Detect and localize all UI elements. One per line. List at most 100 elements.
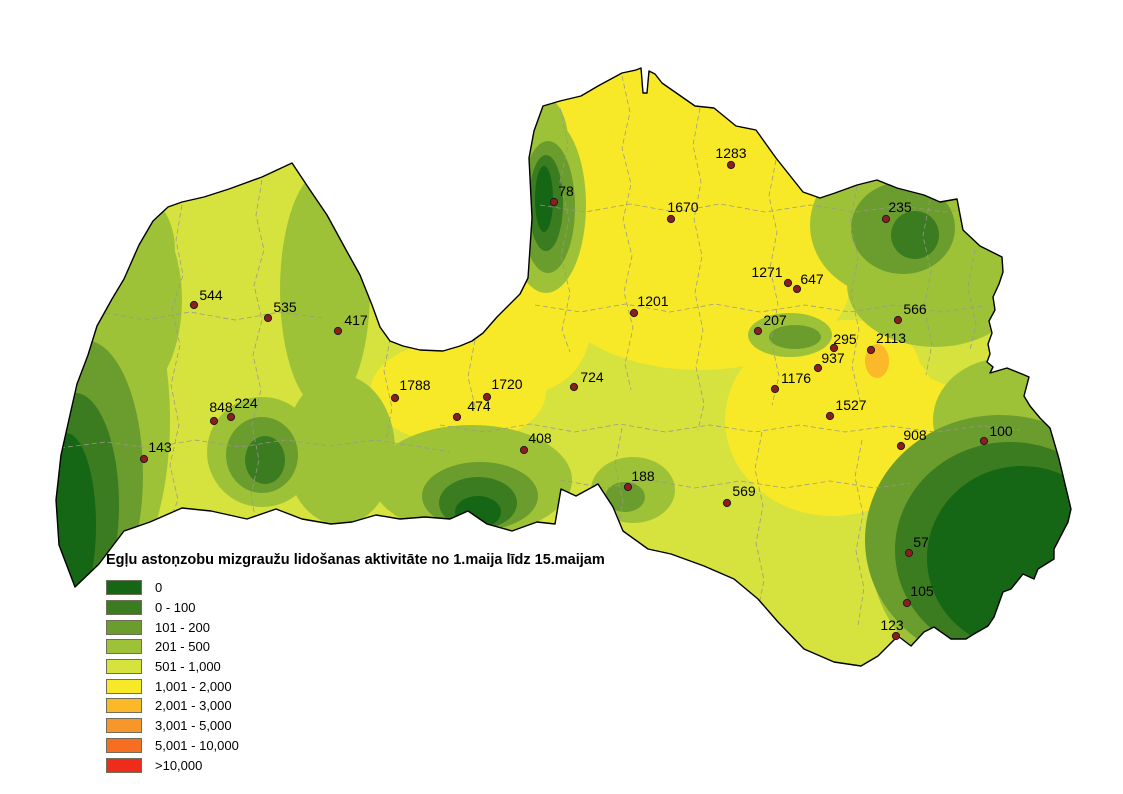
station-value-label: 647: [800, 271, 824, 287]
station-value-label: 937: [821, 350, 845, 366]
station-value-label: 235: [888, 199, 912, 215]
station-value-label: 408: [528, 430, 552, 446]
station-value-label: 1788: [399, 377, 430, 393]
legend-class-label: 0 - 100: [155, 600, 196, 616]
station-value-label: 848: [209, 399, 233, 415]
legend-row: 0 - 100: [106, 598, 605, 618]
station-dot: [623, 482, 633, 492]
legend-row: 0: [106, 578, 605, 598]
station-value-label: 569: [732, 483, 756, 499]
station-value-label: 57: [913, 534, 929, 550]
station-dot: [390, 393, 400, 403]
station-dot: [549, 197, 559, 207]
station-value-label: 535: [273, 299, 297, 315]
station-value-label: 474: [467, 398, 491, 414]
station-dot: [139, 454, 149, 464]
legend-swatch: [106, 659, 142, 675]
legend-rows: 0 0 - 100 101 - 200 201 - 500 501 - 1,000 1,0…: [106, 578, 605, 775]
municipality-boundaries: [57, 75, 1021, 626]
station-dot: [629, 308, 639, 318]
legend-swatch: [106, 600, 142, 616]
legend-swatch: [106, 619, 142, 635]
station-value-label: 1283: [715, 145, 746, 161]
legend-swatch: [106, 757, 142, 773]
station-dot: [881, 214, 891, 224]
legend-row: 101 - 200: [106, 617, 605, 637]
country-outline: [55, 67, 1072, 667]
station-value-label: 1720: [491, 376, 522, 392]
station-dot: [891, 631, 901, 641]
legend-row: 201 - 500: [106, 637, 605, 657]
legend-row: 1,001 - 2,000: [106, 676, 605, 696]
legend-class-label: 1,001 - 2,000: [155, 678, 232, 694]
legend-row: 501 - 1,000: [106, 657, 605, 677]
legend-row: 3,001 - 5,000: [106, 716, 605, 736]
station-value-label: 417: [344, 312, 368, 328]
station-value-label: 105: [910, 583, 934, 599]
map-title: Egļu astoņzobu mizgraužu lidošanas aktiv…: [106, 552, 605, 568]
station-dot: [519, 445, 529, 455]
station-dot: [825, 411, 835, 421]
station-value-label: 566: [903, 301, 927, 317]
station-dot: [482, 392, 492, 402]
legend-swatch: [106, 678, 142, 694]
station-dot: [666, 214, 676, 224]
legend-swatch: [106, 737, 142, 753]
station-dot: [813, 363, 823, 373]
station-dot: [753, 326, 763, 336]
station-dot: [189, 300, 199, 310]
station-dot: [896, 441, 906, 451]
station-dot: [902, 598, 912, 608]
station-dot: [263, 313, 273, 323]
station-dot: [783, 278, 793, 288]
legend-class-label: 101 - 200: [155, 619, 210, 635]
station-value-label: 123: [880, 617, 904, 633]
station-dot: [209, 416, 219, 426]
legend-swatch: [106, 580, 142, 596]
station-dot: [893, 315, 903, 325]
legend-row: >10,000: [106, 755, 605, 775]
legend-class-label: 2,001 - 3,000: [155, 698, 232, 714]
station-value-label: 724: [580, 369, 604, 385]
station-dot: [726, 160, 736, 170]
legend-row: 5,001 - 10,000: [106, 736, 605, 756]
station-value-label: 1201: [637, 293, 668, 309]
legend-swatch: [106, 698, 142, 714]
legend-class-label: 501 - 1,000: [155, 659, 221, 675]
legend-class-label: 0: [155, 580, 163, 596]
station-value-label: 207: [763, 312, 787, 328]
station-value-label: 143: [148, 439, 172, 455]
legend: Egļu astoņzobu mizgraužu lidošanas aktiv…: [106, 552, 605, 775]
station-value-label: 1176: [781, 370, 811, 386]
legend-swatch: [106, 639, 142, 655]
station-value-label: 544: [199, 287, 223, 303]
station-dot: [722, 498, 732, 508]
station-value-label: 224: [234, 395, 258, 411]
station-value-label: 100: [989, 423, 1013, 439]
station-dot: [792, 284, 802, 294]
legend-class-label: 5,001 - 10,000: [155, 737, 239, 753]
station-value-label: 1670: [667, 199, 698, 215]
legend-row: 2,001 - 3,000: [106, 696, 605, 716]
station-dot: [979, 436, 989, 446]
station-value-label: 2113: [876, 330, 906, 346]
station-points-layer: 78 1283 1670 235 1271 647 544 535 417 1201 207 566 2…: [139, 145, 1013, 641]
legend-class-label: 3,001 - 5,000: [155, 718, 232, 734]
station-dot: [829, 343, 839, 353]
station-value-label: 78: [558, 183, 574, 199]
station-dot: [452, 412, 462, 422]
station-value-label: 188: [631, 468, 655, 484]
legend-class-label: 201 - 500: [155, 639, 210, 655]
station-value-label: 1527: [835, 397, 866, 413]
station-dot: [770, 384, 780, 394]
station-dot: [226, 412, 236, 422]
legend-swatch: [106, 718, 142, 734]
station-value-label: 1271: [751, 264, 782, 280]
station-dot: [866, 345, 876, 355]
station-value-label: 908: [903, 427, 927, 443]
station-dot: [569, 382, 579, 392]
station-value-label: 295: [833, 331, 857, 347]
station-dot: [333, 326, 343, 336]
